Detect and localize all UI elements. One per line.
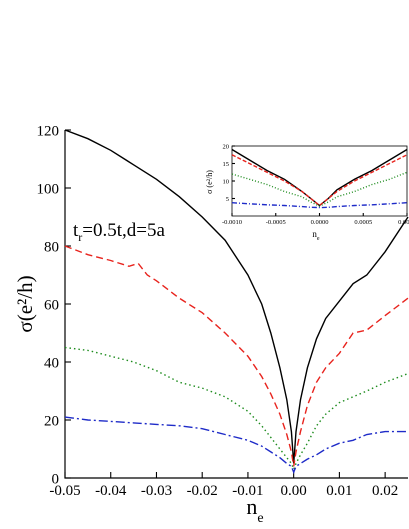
y-tick-label: 80 bbox=[44, 239, 59, 255]
y-tick-label: 100 bbox=[37, 181, 60, 197]
inset-series bbox=[231, 148, 408, 209]
y-tick-label: 60 bbox=[44, 297, 59, 313]
series-line-3 bbox=[64, 346, 409, 472]
inset-x-axis-label: ne bbox=[312, 229, 320, 242]
series-line-4 bbox=[231, 202, 408, 209]
chart-annotation: tr=0.5t,d=5a bbox=[73, 220, 165, 244]
series-line-2 bbox=[64, 245, 409, 467]
y-tick-label: 120 bbox=[37, 123, 60, 139]
y-tick-label: 20 bbox=[44, 413, 59, 429]
x-tick-label: 0.0005 bbox=[354, 219, 372, 226]
y-axis-label: σ(e²/h) bbox=[13, 275, 37, 332]
x-tick-label: 0.0000 bbox=[311, 219, 329, 226]
y-tick-label: 5 bbox=[226, 196, 229, 203]
series-line-2 bbox=[231, 154, 408, 207]
x-tick-label: -0.01 bbox=[232, 483, 263, 499]
x-tick-label: 0.00 bbox=[281, 483, 307, 499]
y-tick-label: 15 bbox=[223, 161, 230, 168]
series-line-1 bbox=[64, 129, 409, 464]
x-tick-label: 0.02 bbox=[372, 483, 398, 499]
main-ticks: -0.05 -0.04 -0.03 -0.02 -0.01 0.00 0.01 0.02 0 20… bbox=[37, 123, 399, 499]
x-tick-label: -0.0005 bbox=[266, 219, 286, 226]
series-line-3 bbox=[231, 171, 408, 207]
x-tick-label: -0.05 bbox=[49, 483, 80, 499]
x-tick-label: -0.04 bbox=[95, 483, 127, 499]
x-tick-label: 0.01 bbox=[326, 483, 352, 499]
y-tick-label: 40 bbox=[44, 355, 59, 371]
inset-background bbox=[232, 146, 407, 216]
x-tick-label: -0.03 bbox=[141, 483, 172, 499]
x-axis-label: ne bbox=[246, 494, 263, 526]
x-tick-label: -0.02 bbox=[187, 483, 218, 499]
y-tick-label: 10 bbox=[223, 178, 230, 185]
x-tick-label: -0.0010 bbox=[222, 219, 242, 226]
y-tick-label: 20 bbox=[223, 143, 230, 150]
x-tick-label: 0.0010 bbox=[398, 219, 409, 226]
series-line-4 bbox=[64, 416, 408, 475]
main-series bbox=[64, 129, 409, 475]
y-tick-label: 0 bbox=[52, 471, 60, 487]
inset-y-axis-label: σ (e²/h) bbox=[205, 170, 214, 194]
inset-ticks: -0.0010 -0.0005 0.0000 0.0005 0.0010 5 10 15 20 bbox=[222, 143, 409, 226]
